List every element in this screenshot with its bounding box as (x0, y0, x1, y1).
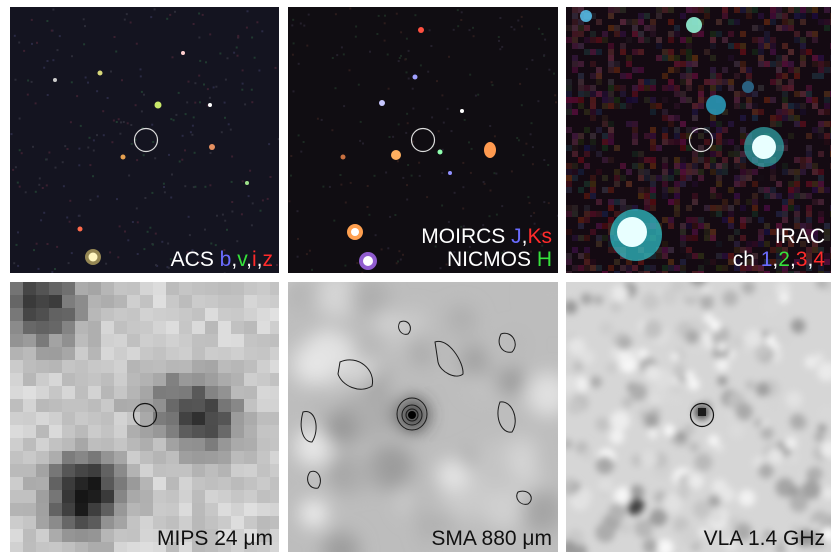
label-segment: J (511, 225, 522, 248)
panel-label-mips: MIPS 24 μm (157, 527, 273, 550)
mips-image (10, 282, 279, 552)
label-segment: MOIRCS (421, 225, 512, 248)
label-segment: Ks (527, 225, 552, 248)
label-line: IRAC (733, 225, 825, 248)
panel-label-acs: ACS b,v,i,z (171, 248, 273, 271)
label-segment: , (246, 248, 252, 271)
label-segment: H (536, 248, 552, 271)
target-circle (133, 127, 159, 153)
acs-image (10, 7, 279, 273)
vla-image (566, 282, 831, 552)
target-circle (410, 127, 436, 153)
target-circle (688, 127, 714, 153)
label-segment: , (256, 248, 263, 271)
label-segment: ACS (170, 248, 220, 271)
acs-image-panel: ACS b,v,i,z (10, 7, 279, 273)
target-circle (689, 402, 715, 428)
label-segment: 2 (778, 248, 790, 271)
sma-contours (300, 320, 532, 505)
label-segment: NICMOS (446, 248, 537, 271)
label-segment: 3 (795, 248, 808, 271)
moircs-image-panel: MOIRCS J,Ks NICMOS H (288, 7, 558, 273)
panel-label-sma: SMA 880 μm (431, 527, 552, 550)
sma-image-panel: SMA 880 μm (288, 282, 558, 552)
label-segment: 4 (813, 248, 825, 271)
label-line: MOIRCS J,Ks (421, 225, 552, 248)
label-segment: IRAC (774, 225, 825, 248)
label-segment: ch (732, 248, 761, 271)
label-segment: , (521, 225, 528, 248)
irac-image-panel: IRAC ch 1,2,3,4 (566, 7, 831, 273)
label-segment: , (231, 248, 238, 271)
label-segment: i (251, 248, 257, 271)
panel-label-irac: IRAC ch 1,2,3,4 (733, 225, 825, 271)
mips-image-panel: MIPS 24 μm (10, 282, 279, 552)
panel-label-vla: VLA 1.4 GHz (703, 527, 825, 550)
label-segment: , (789, 248, 796, 271)
sma-image (288, 282, 558, 552)
moircs-image (288, 7, 558, 273)
label-line: ACS b,v,i,z (171, 248, 273, 271)
label-segment: v (237, 248, 247, 271)
target-circle (132, 402, 158, 428)
label-segment: , (807, 248, 814, 271)
panel-label-moircs: MOIRCS J,Ks NICMOS H (421, 225, 552, 271)
label-line: NICMOS H (421, 248, 552, 271)
label-segment: b (219, 248, 232, 271)
label-line: ch 1,2,3,4 (733, 248, 825, 271)
label-segment: z (262, 248, 274, 271)
label-segment: 1 (760, 248, 773, 271)
irac-image (566, 7, 831, 273)
vla-image-panel: VLA 1.4 GHz (566, 282, 831, 552)
label-segment: , (772, 248, 779, 271)
